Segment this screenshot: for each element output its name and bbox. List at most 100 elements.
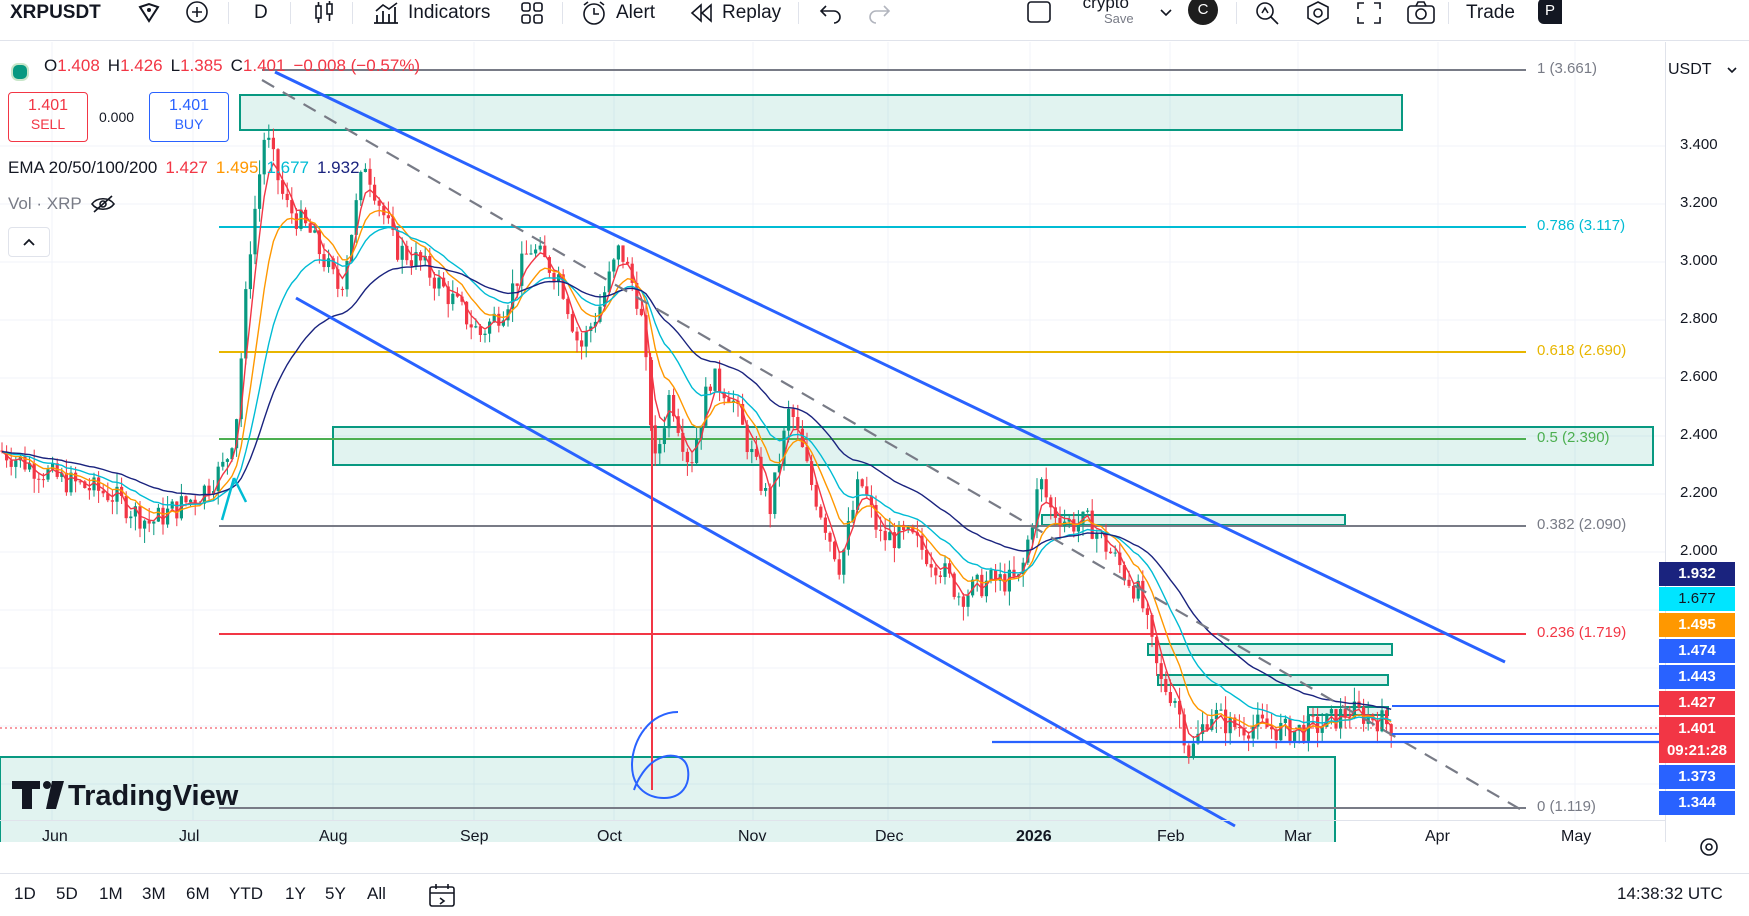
candle-body <box>1191 743 1195 757</box>
volume-legend[interactable]: Vol · XRP <box>8 194 116 214</box>
layout-square-icon[interactable] <box>1026 0 1052 26</box>
quick-search-icon[interactable] <box>1254 0 1282 26</box>
candle-body <box>561 274 565 299</box>
range-button-5d[interactable]: 5D <box>56 884 78 903</box>
buy-label: BUY <box>174 116 204 132</box>
fullscreen-icon[interactable] <box>1356 0 1382 26</box>
candle-body <box>791 408 795 417</box>
candle-body <box>373 184 377 201</box>
currency-label: USDT <box>1668 61 1712 78</box>
candle-body <box>570 314 574 332</box>
chart-settings-icon[interactable] <box>1698 836 1720 863</box>
price-chart[interactable]: TradingView <box>0 42 1665 842</box>
candle-body <box>538 245 542 250</box>
candle-body <box>1196 733 1200 744</box>
range-button-all[interactable]: All <box>367 884 386 903</box>
ohlc-legend: O1.408 H1.426 L1.385 C1.401 −0.008 (−0.5… <box>44 56 420 76</box>
alert-clock-icon <box>583 1 605 25</box>
settings-gear-icon[interactable] <box>1304 0 1332 26</box>
candle-body <box>175 501 179 519</box>
avatar[interactable]: C <box>1188 0 1218 26</box>
publish-button[interactable]: P <box>1538 0 1562 26</box>
buy-button[interactable]: 1.401 BUY <box>149 92 229 142</box>
collapse-legend-button[interactable] <box>8 227 50 257</box>
avatar-initial: C <box>1188 0 1218 25</box>
candle-body <box>897 524 901 549</box>
range-button-1y[interactable]: 1Y <box>285 884 306 903</box>
descending-channel[interactable] <box>220 70 1665 828</box>
candle-body <box>497 313 501 326</box>
range-button-1d[interactable]: 1D <box>14 884 36 903</box>
chevron-down-icon[interactable] <box>1158 0 1174 26</box>
redo-icon[interactable] <box>868 0 892 26</box>
candle-body <box>396 230 400 260</box>
range-button-5y[interactable]: 5Y <box>325 884 346 903</box>
candle-body <box>1329 709 1333 714</box>
candle-body <box>156 507 160 522</box>
candle-body <box>216 466 220 492</box>
candle-body <box>455 293 459 297</box>
candle-body <box>1132 585 1136 599</box>
date-range-calendar-icon[interactable] <box>428 882 456 913</box>
tradingview-logo: TradingView <box>12 780 239 812</box>
chart-type-candles-icon[interactable] <box>312 0 336 26</box>
replay-button[interactable]: Replay <box>688 0 781 26</box>
candle-body <box>1067 519 1071 522</box>
candle-body <box>1182 714 1186 746</box>
candle-body <box>101 490 105 494</box>
candle-body <box>883 530 887 541</box>
fib-label: 0.382 (2.090) <box>1537 516 1627 533</box>
candle-body <box>1159 663 1163 679</box>
candle-body <box>1104 532 1108 552</box>
candle-body <box>391 218 395 231</box>
layout-name-button[interactable]: crypto Save <box>1078 0 1134 28</box>
fibonacci-retracement[interactable] <box>219 69 1526 809</box>
price-badge: 1.344 <box>1659 791 1735 815</box>
camera-icon[interactable] <box>1406 0 1436 26</box>
candle-body <box>796 416 800 429</box>
indicators-button[interactable]: Indicators <box>372 0 490 26</box>
eye-hidden-icon[interactable] <box>90 194 116 214</box>
utc-clock[interactable]: 14:38:32 UTC <box>1617 884 1723 903</box>
candle-body <box>1334 709 1338 729</box>
candle-body <box>653 425 657 454</box>
candle-body <box>446 286 450 305</box>
undo-icon[interactable] <box>818 0 842 26</box>
candle-body <box>115 486 119 502</box>
candle-body <box>989 570 993 581</box>
trade-button[interactable]: Trade <box>1466 0 1515 26</box>
candle-body <box>943 563 947 578</box>
indicators-icon <box>374 2 398 24</box>
candle-body <box>1237 727 1241 729</box>
compare-symbol-button[interactable] <box>184 0 210 26</box>
candle-body <box>1339 708 1343 729</box>
symbol-search[interactable]: XRPUSDT <box>10 0 101 26</box>
candle-body <box>1049 497 1053 508</box>
candle-body <box>1155 636 1159 664</box>
zone-1474 <box>1157 674 1389 686</box>
sell-button[interactable]: 1.401 SELL <box>8 92 88 142</box>
range-button-6m[interactable]: 6M <box>186 884 210 903</box>
candle-body <box>676 416 680 433</box>
ema-100-line <box>1 226 1392 724</box>
currency-selector[interactable]: USDT <box>1668 56 1749 84</box>
interval-button[interactable]: D <box>254 0 268 26</box>
alert-button[interactable]: Alert <box>580 0 655 26</box>
candle-body <box>1385 710 1389 725</box>
candle-body <box>133 506 137 517</box>
candle-body <box>865 486 869 496</box>
range-button-3m[interactable]: 3M <box>142 884 166 903</box>
fib-label: 0 (1.119) <box>1537 798 1596 815</box>
range-button-1m[interactable]: 1M <box>99 884 123 903</box>
price-badge: 1.401 <box>1659 717 1735 741</box>
ema-legend[interactable]: EMA 20/50/100/200 1.427 1.495 1.677 1.93… <box>8 158 360 178</box>
range-button-ytd[interactable]: YTD <box>229 884 263 903</box>
indicator-templates-icon[interactable] <box>520 0 544 26</box>
candle-body <box>336 269 340 289</box>
low-label: L <box>170 56 181 75</box>
time-axis[interactable] <box>0 820 1665 821</box>
open-value: 1.408 <box>57 56 100 75</box>
candle-body <box>860 479 864 487</box>
add-favorite-icon[interactable] <box>136 0 162 26</box>
trade-label: Trade <box>1466 2 1515 23</box>
